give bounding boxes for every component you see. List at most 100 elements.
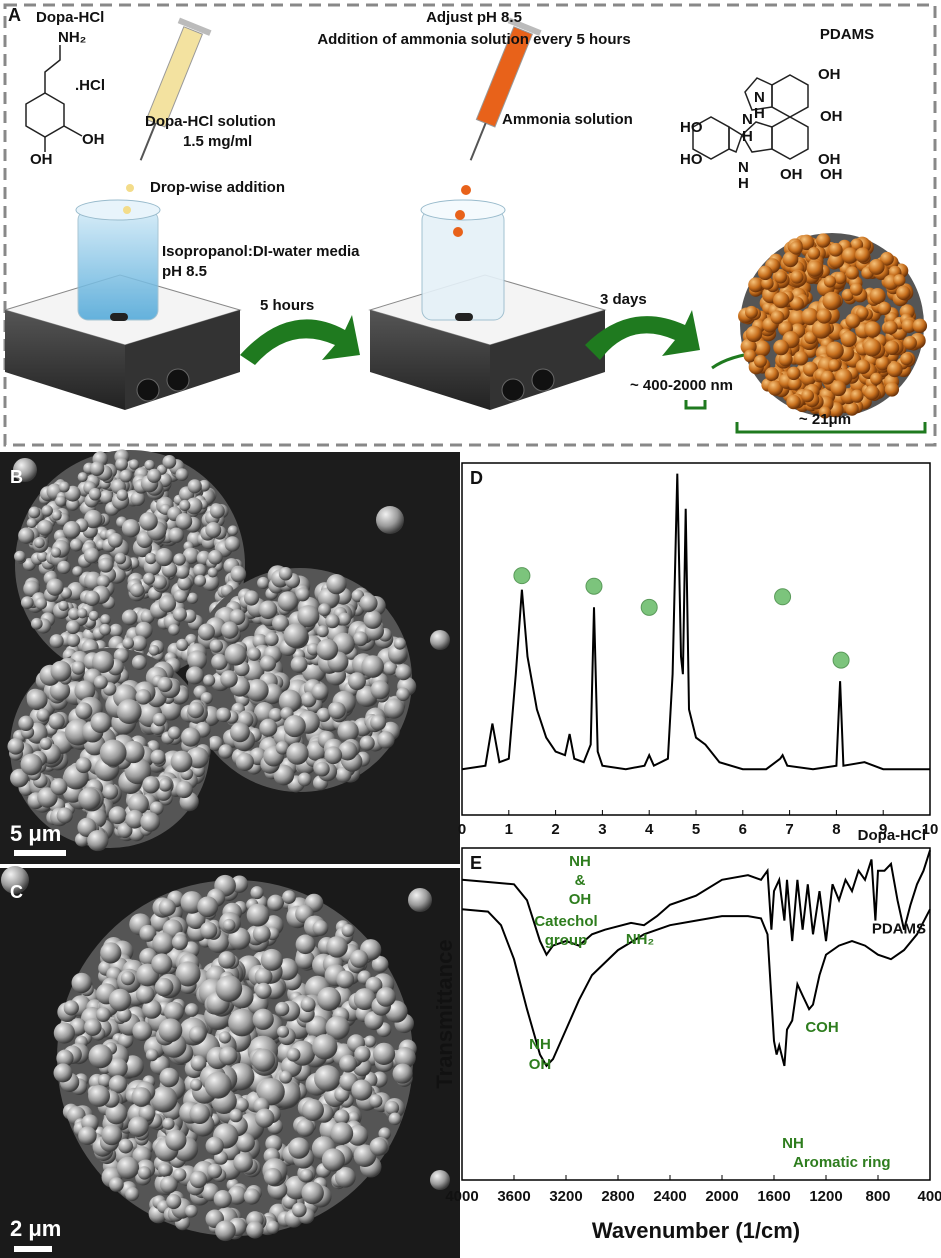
particle (252, 924, 271, 943)
particle (62, 521, 81, 539)
particle (825, 341, 844, 360)
particle (875, 356, 890, 371)
annotation: COH (805, 1019, 838, 1036)
particle (84, 509, 103, 529)
particle (312, 1034, 338, 1060)
chem-label: OH (820, 166, 843, 183)
particle (78, 1126, 97, 1145)
particle (845, 266, 859, 280)
particle (189, 1103, 210, 1125)
particle (845, 402, 859, 416)
particle (142, 999, 162, 1019)
particle (131, 635, 148, 652)
size-bracket (735, 422, 927, 434)
particle (100, 614, 111, 625)
particle (55, 495, 67, 507)
particle (227, 525, 239, 536)
particle (84, 1018, 102, 1036)
particle (158, 1018, 183, 1043)
x-tick-label: 3600 (497, 1188, 530, 1205)
particle (316, 707, 331, 723)
particle (218, 951, 236, 969)
particle (291, 1202, 307, 1218)
particle (140, 812, 161, 832)
x-tick-label: 4000 (445, 1188, 478, 1205)
particle (93, 675, 108, 690)
particle (83, 547, 100, 564)
chem-label: N (742, 111, 753, 128)
particle (884, 320, 898, 335)
arrow (240, 315, 360, 365)
particle (213, 1190, 232, 1209)
particle (268, 707, 283, 722)
particle (338, 741, 358, 761)
particle (39, 737, 52, 750)
particle (229, 722, 250, 743)
particle (131, 1087, 152, 1107)
particle (130, 583, 145, 598)
particle (818, 406, 832, 419)
particle (51, 510, 62, 521)
particle (159, 1175, 178, 1194)
label: Ammonia solution (502, 111, 633, 128)
particle (378, 1127, 391, 1140)
particle (273, 764, 295, 786)
x-tick-label: 0 (458, 821, 466, 838)
particle (849, 282, 863, 296)
particle (187, 701, 204, 719)
particle (856, 306, 869, 320)
particle (361, 655, 384, 678)
particle (207, 1163, 223, 1179)
particle (328, 701, 346, 720)
drop (455, 210, 465, 220)
particle (773, 291, 790, 309)
particle (383, 661, 398, 676)
particle (325, 613, 340, 629)
particle (278, 566, 293, 581)
particle (90, 712, 112, 734)
particle (205, 521, 222, 538)
ring (771, 116, 809, 160)
charts: D012345678910ppmE40003600320028002400200… (432, 462, 941, 1243)
particle (78, 787, 101, 811)
particle (823, 275, 837, 288)
particle (259, 655, 277, 672)
particle (122, 740, 145, 764)
particle (211, 653, 228, 671)
particle (207, 549, 223, 565)
particle (10, 768, 29, 788)
label: Drop-wise addition (150, 179, 285, 196)
particle (224, 536, 241, 552)
x-tick-label: 2400 (653, 1188, 686, 1205)
particle (353, 988, 376, 1011)
particle (235, 752, 254, 771)
y-axis-label: Transmittance (432, 939, 457, 1088)
particle (172, 607, 187, 622)
particle (190, 1078, 203, 1091)
chem-label: .HCl (75, 77, 105, 94)
particle (99, 623, 111, 636)
plate-side (370, 310, 490, 410)
particle (109, 1177, 124, 1192)
plot-frame (461, 847, 931, 1181)
particle (845, 313, 861, 329)
particle (50, 660, 72, 682)
particle (265, 1135, 283, 1153)
particle (135, 689, 152, 705)
particle (102, 784, 119, 800)
x-tick-label: 5 (692, 821, 700, 838)
particle (149, 801, 164, 816)
particle (188, 1025, 206, 1043)
particle (359, 735, 375, 751)
particle (66, 633, 81, 647)
particle (243, 1188, 261, 1205)
particle (145, 1048, 159, 1062)
particle (158, 595, 177, 613)
particle (181, 727, 201, 747)
scale-bar (14, 850, 66, 856)
chem-label: HO (680, 119, 703, 136)
knob (136, 378, 160, 402)
particle (834, 271, 847, 285)
particle (20, 596, 34, 610)
